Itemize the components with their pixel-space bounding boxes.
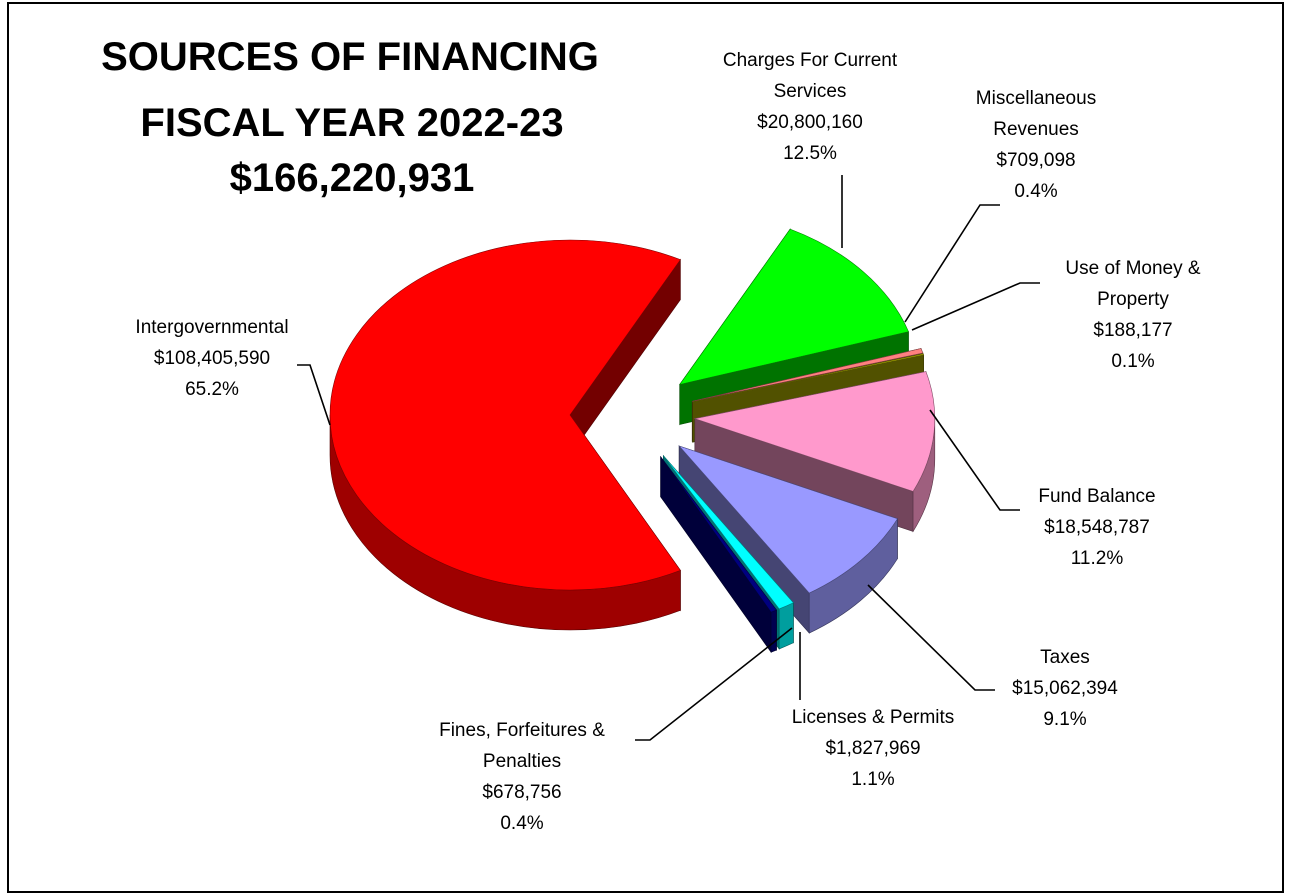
value-label: $188,177	[1093, 320, 1173, 341]
chart-title: SOURCES OF FINANCING	[101, 35, 599, 79]
percent-label: 12.5%	[783, 143, 837, 164]
slice	[329, 239, 681, 591]
percent-label: 9.1%	[1043, 709, 1087, 730]
category-name: Licenses & Permits	[791, 707, 955, 728]
slice-label: Use of Money & Property $188,177 0.1%	[1043, 253, 1223, 377]
percent-label: 65.2%	[185, 379, 239, 400]
value-label: $15,062,394	[1012, 678, 1118, 699]
slice-label: Miscellaneous Revenues $709,098 0.4%	[961, 83, 1111, 207]
slice-label: Charges For Current Services $20,800,160 1…	[703, 45, 918, 169]
value-label: $709,098	[996, 150, 1076, 171]
percent-label: 0.4%	[1014, 181, 1058, 202]
slice-wall	[770, 609, 777, 653]
slice	[679, 228, 909, 385]
slice	[693, 371, 936, 492]
leader-line	[867, 584, 995, 691]
chart-subtitle: FISCAL YEAR 2022-23	[140, 101, 563, 145]
slice	[660, 456, 777, 613]
leader-line	[635, 627, 793, 741]
percent-label: 11.2%	[1070, 548, 1124, 569]
slice-wall	[778, 602, 794, 650]
percent-label: 0.1%	[1111, 351, 1155, 372]
leader-line	[911, 282, 1040, 331]
frame	[7, 2, 1284, 893]
slice	[692, 353, 925, 403]
slice-label: Taxes $15,062,394 9.1%	[975, 642, 1155, 735]
value-label: $18,548,787	[1044, 517, 1150, 538]
value-label: $20,800,160	[757, 112, 863, 133]
slice-label: Licenses & Permits $1,827,969 1.1%	[758, 702, 988, 795]
category-name: Miscellaneous Revenues	[975, 88, 1097, 140]
category-name: Charges For Current Services	[722, 50, 898, 102]
category-name: Use of Money & Property	[1065, 258, 1201, 310]
leader-line	[929, 409, 1020, 511]
value-label: $678,756	[482, 782, 562, 803]
slice	[692, 348, 924, 402]
value-label: $1,827,969	[825, 738, 921, 759]
category-name: Intergovernmental	[135, 317, 289, 338]
leader-line	[297, 364, 331, 426]
chart-total: $166,220,931	[230, 156, 475, 200]
value-label: $108,405,590	[153, 348, 271, 369]
slice-label: Intergovernmental $108,405,590 65.2%	[97, 312, 327, 405]
category-name: Fund Balance	[1038, 486, 1156, 507]
percent-label: 0.4%	[500, 813, 544, 834]
category-name: Taxes	[1040, 647, 1090, 668]
slice	[678, 445, 898, 594]
leader-line	[904, 204, 1000, 323]
percent-label: 1.1%	[851, 769, 895, 790]
slice-label: Fines, Forfeitures & Penalties $678,756 0.…	[420, 715, 625, 839]
slice-label: Fund Balance $18,548,787 11.2%	[997, 481, 1197, 574]
category-name: Fines, Forfeitures & Penalties	[439, 720, 605, 772]
slice	[663, 455, 794, 610]
